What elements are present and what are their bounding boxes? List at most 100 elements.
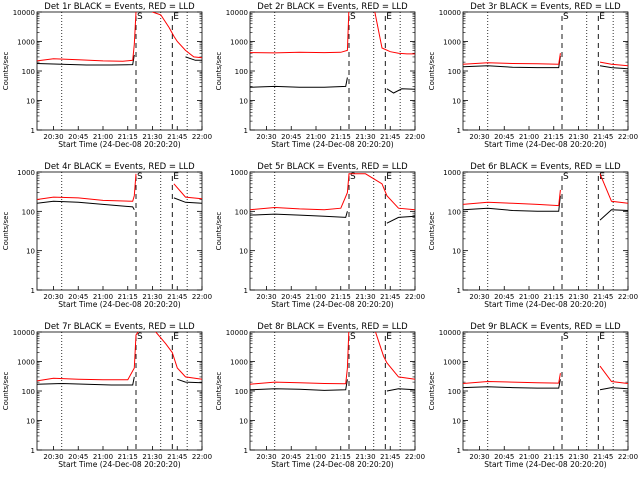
plot-frame: [462, 331, 629, 451]
y-tick-label: 1000: [17, 359, 35, 367]
x-tick-label: 21:45: [380, 293, 400, 301]
marker-label-s: S: [137, 332, 143, 342]
y-tick-label: 10000: [439, 329, 461, 337]
y-tick-label: 10: [239, 418, 248, 426]
y-tick-label: 1: [31, 127, 35, 135]
y-axis-label: Counts/sec: [215, 372, 223, 411]
series-line-lld: [250, 332, 415, 385]
marker-label-s: S: [350, 172, 356, 182]
y-tick-label: 1000: [230, 359, 248, 367]
x-tick-label: 20:45: [68, 293, 88, 301]
marker-label-s: S: [137, 172, 143, 182]
x-tick-label: 21:15: [544, 293, 564, 301]
chart-title: Det 5r BLACK = Events, RED = LLD: [257, 162, 408, 172]
marker-label-e: E: [173, 12, 179, 22]
y-tick-label: 100: [22, 388, 35, 396]
plot-frame: [249, 331, 416, 451]
x-tick-label: 20:30: [469, 453, 489, 461]
x-tick-label: 21:15: [118, 453, 138, 461]
series-line-lld: [463, 365, 628, 384]
y-tick-label: 1: [244, 447, 248, 455]
marker-label-e: E: [386, 172, 392, 182]
x-tick-label: 21:30: [142, 453, 162, 461]
series-line-events: [250, 211, 415, 224]
x-tick-label: 21:00: [519, 293, 539, 301]
series-line-events: [463, 195, 628, 221]
x-tick-label: 22:00: [618, 133, 638, 141]
y-tick-label: 100: [448, 68, 461, 76]
x-tick-label: 22:00: [192, 453, 212, 461]
chart-title: Det 7r BLACK = Events, RED = LLD: [44, 322, 195, 332]
chart-title: Det 1r BLACK = Events, RED = LLD: [44, 2, 195, 12]
y-tick-label: 1: [457, 287, 461, 295]
x-tick-label: 20:45: [281, 293, 301, 301]
x-axis-label: Start Time (24-Dec-08 20:20:20): [271, 300, 393, 309]
y-tick-label: 100: [448, 208, 461, 216]
series-line-lld: [463, 173, 628, 207]
y-tick-label: 10000: [439, 9, 461, 17]
chart-title: Det 3r BLACK = Events, RED = LLD: [470, 2, 621, 12]
x-tick-label: 21:30: [568, 133, 588, 141]
x-tick-label: 21:30: [568, 293, 588, 301]
y-axis-label: Counts/sec: [428, 212, 436, 251]
x-tick-label: 21:15: [118, 293, 138, 301]
series-line-events: [250, 379, 415, 392]
y-axis-label: Counts/sec: [2, 52, 10, 91]
marker-label-s: S: [350, 12, 356, 22]
marker-label-e: E: [386, 332, 392, 342]
y-axis-label: Counts/sec: [428, 52, 436, 91]
x-tick-label: 22:00: [618, 453, 638, 461]
y-tick-label: 10: [26, 98, 35, 106]
y-tick-label: 100: [235, 68, 248, 76]
x-tick-label: 21:15: [331, 133, 351, 141]
y-tick-label: 1000: [443, 169, 461, 177]
x-tick-label: 21:30: [142, 133, 162, 141]
x-tick-label: 21:45: [380, 133, 400, 141]
y-tick-label: 10: [239, 248, 248, 256]
x-tick-label: 20:30: [43, 293, 63, 301]
y-tick-label: 1000: [443, 359, 461, 367]
marker-label-s: S: [563, 332, 569, 342]
y-tick-label: 10: [26, 248, 35, 256]
x-tick-label: 20:30: [256, 453, 276, 461]
y-tick-label: 10: [452, 98, 461, 106]
y-tick-label: 100: [235, 208, 248, 216]
y-tick-label: 1: [244, 127, 248, 135]
chart-title: Det 8r BLACK = Events, RED = LLD: [257, 322, 408, 332]
plot-frame: [249, 171, 416, 291]
marker-label-e: E: [599, 12, 605, 22]
x-tick-label: 22:00: [405, 133, 425, 141]
y-tick-label: 1000: [230, 169, 248, 177]
x-tick-label: 21:00: [519, 133, 539, 141]
plot-frame: [36, 11, 203, 131]
plot-frame: [462, 171, 629, 291]
marker-label-e: E: [599, 172, 605, 182]
series-line-events: [37, 197, 202, 210]
y-tick-label: 100: [448, 388, 461, 396]
series-line-lld: [250, 12, 415, 55]
x-tick-label: 21:45: [167, 453, 187, 461]
x-tick-label: 21:00: [306, 453, 326, 461]
x-tick-label: 21:00: [93, 453, 113, 461]
marker-label-e: E: [386, 12, 392, 22]
x-tick-label: 20:30: [43, 453, 63, 461]
x-tick-label: 21:45: [380, 453, 400, 461]
x-axis-label: Start Time (24-Dec-08 20:20:20): [58, 460, 180, 469]
marker-label-s: S: [350, 332, 356, 342]
x-tick-label: 20:45: [281, 453, 301, 461]
y-tick-label: 1: [31, 447, 35, 455]
marker-label-e: E: [173, 172, 179, 182]
series-line-lld: [463, 53, 628, 67]
series-line-events: [250, 77, 415, 94]
x-axis-label: Start Time (24-Dec-08 20:20:20): [484, 140, 606, 149]
marker-label-e: E: [599, 332, 605, 342]
x-axis-label: Start Time (24-Dec-08 20:20:20): [58, 140, 180, 149]
chart-title: Det 4r BLACK = Events, RED = LLD: [44, 162, 195, 172]
x-tick-label: 21:00: [306, 293, 326, 301]
y-tick-label: 10000: [226, 9, 248, 17]
